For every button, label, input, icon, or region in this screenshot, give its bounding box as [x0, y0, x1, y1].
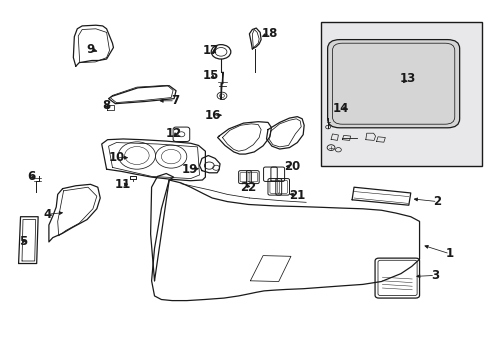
Text: 18: 18 — [261, 27, 278, 40]
Text: 11: 11 — [115, 178, 131, 191]
Text: 21: 21 — [288, 189, 305, 202]
Text: 17: 17 — [203, 44, 219, 57]
Text: 9: 9 — [86, 43, 94, 56]
Text: 20: 20 — [284, 160, 300, 173]
Text: 19: 19 — [181, 163, 198, 176]
Text: 3: 3 — [430, 269, 438, 282]
Text: 10: 10 — [108, 151, 124, 164]
Text: 22: 22 — [240, 181, 256, 194]
Text: 13: 13 — [398, 72, 415, 85]
Text: 4: 4 — [44, 208, 52, 221]
Text: 12: 12 — [165, 127, 182, 140]
Text: 2: 2 — [433, 195, 441, 208]
Text: 7: 7 — [171, 94, 179, 107]
Bar — [320, 22, 481, 166]
Text: 8: 8 — [102, 99, 110, 112]
Text: 15: 15 — [203, 69, 219, 82]
Text: 16: 16 — [204, 109, 221, 122]
Text: 6: 6 — [28, 170, 36, 183]
FancyBboxPatch shape — [327, 40, 459, 128]
Text: 1: 1 — [445, 247, 453, 260]
Text: 14: 14 — [332, 102, 349, 114]
Text: 5: 5 — [20, 235, 27, 248]
